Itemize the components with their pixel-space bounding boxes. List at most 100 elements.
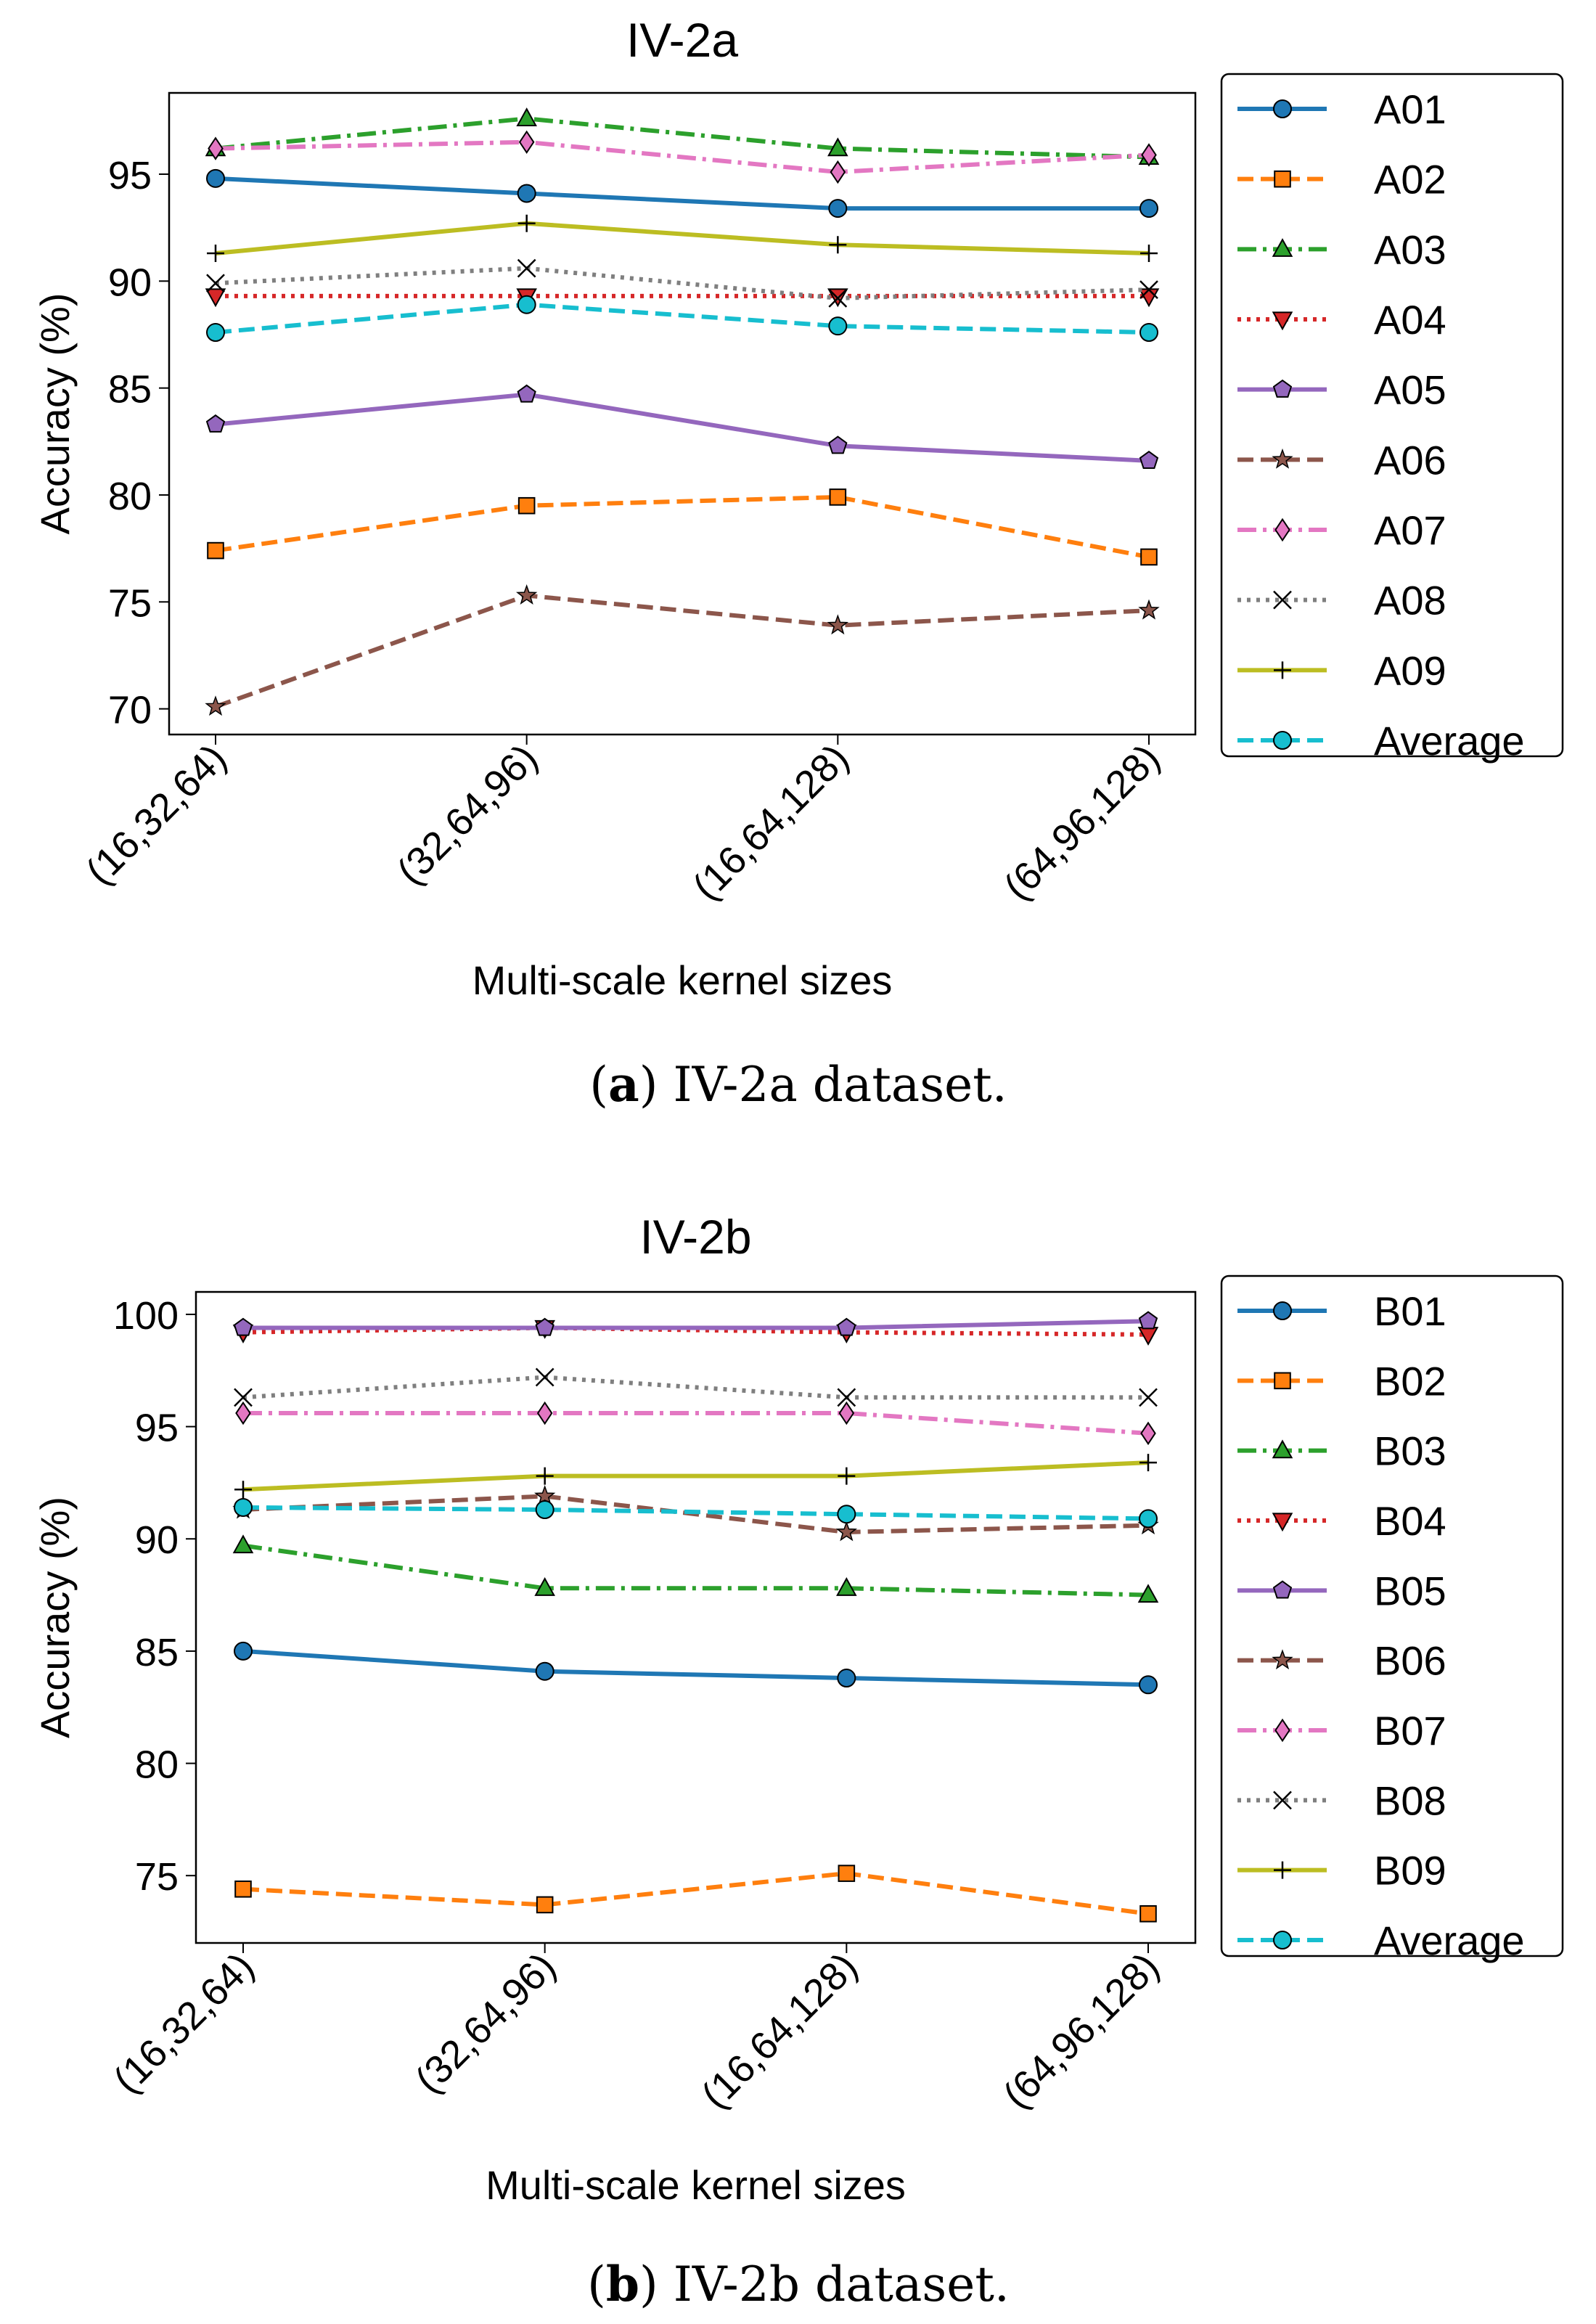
series-b07: [235, 1401, 1156, 1446]
x-tick-label: (16,64,128): [693, 1944, 866, 2117]
series-line: [215, 139, 1150, 175]
legend-marker: [1274, 170, 1291, 188]
series-line: [243, 1319, 1149, 1330]
legend-marker: [1274, 1718, 1290, 1743]
caption-text: IV-2b dataset.: [658, 2257, 1010, 2312]
data-point: [206, 323, 225, 343]
data-point: [1137, 1584, 1159, 1603]
series-average: [234, 1497, 1158, 1529]
legend-marker: [1274, 661, 1291, 679]
data-point: [829, 488, 847, 506]
data-point: [828, 316, 848, 336]
y-tick-label: 100: [113, 1294, 179, 1338]
data-point: [1139, 1388, 1158, 1407]
x-axis-label: Multi-scale kernel sizes: [486, 2162, 906, 2208]
data-point: [837, 1317, 856, 1336]
data-point: [828, 288, 848, 308]
y-tick-label: 70: [108, 689, 152, 732]
data-point: [1140, 1421, 1156, 1446]
y-tick-label: 75: [108, 581, 152, 625]
series-line: [214, 593, 1150, 709]
legend-label: Average: [1374, 718, 1525, 764]
legend-label: A05: [1374, 367, 1446, 413]
data-point: [206, 168, 225, 188]
y-tick-label: 85: [135, 1631, 179, 1674]
caption-label: b: [606, 2256, 639, 2312]
data-point: [206, 274, 225, 293]
y-tick-label: 75: [135, 1855, 179, 1899]
data-point: [830, 160, 846, 184]
legend-label: B02: [1374, 1358, 1446, 1404]
legend-marker: [1272, 1513, 1293, 1532]
series-line: [215, 266, 1150, 300]
legend-label: A03: [1374, 226, 1446, 272]
legend-entry: Average: [1237, 1918, 1525, 1963]
legend-marker: [1272, 1439, 1293, 1459]
y-axis-label: Accuracy (%): [32, 293, 78, 535]
data-point: [518, 130, 535, 154]
data-point: [536, 1401, 553, 1425]
data-point: [233, 1317, 253, 1336]
legend-entry: B08: [1237, 1777, 1446, 1823]
data-point: [516, 584, 538, 605]
series-line: [242, 1871, 1149, 1916]
data-point: [517, 214, 536, 232]
series-b09: [234, 1454, 1157, 1499]
legend-entry: B05: [1237, 1568, 1446, 1613]
series-b02: [234, 1865, 1157, 1923]
data-point: [234, 1641, 253, 1661]
data-point: [205, 288, 226, 308]
data-point: [235, 1401, 251, 1425]
series-a01: [206, 168, 1158, 218]
legend-marker: [1274, 1861, 1291, 1879]
data-point: [837, 1669, 856, 1688]
legend-label: A08: [1374, 578, 1446, 623]
x-tick-label: (16,64,128): [684, 736, 857, 909]
data-point: [234, 1497, 253, 1517]
legend-marker: [1273, 1931, 1292, 1949]
legend-label: A09: [1374, 647, 1446, 693]
data-point: [1139, 450, 1159, 470]
legend: B01 B02 B03 B04 B05 B06 B07 B08 B09 Average: [1220, 1274, 1564, 1963]
series-b03: [232, 1534, 1159, 1603]
data-point: [517, 384, 536, 403]
series-a07: [208, 130, 1157, 184]
legend-marker: [1272, 1649, 1293, 1670]
data-point: [516, 107, 537, 126]
data-point: [1138, 599, 1160, 620]
data-point: [535, 1500, 554, 1520]
series-line: [242, 1543, 1149, 1597]
data-point: [827, 137, 848, 157]
data-point: [535, 1367, 554, 1387]
series-line: [243, 1411, 1149, 1436]
figure-caption: (a) IV-2a dataset.: [589, 1056, 1007, 1113]
data-point: [232, 1534, 254, 1554]
legend-label: B03: [1374, 1428, 1446, 1474]
data-point: [835, 1521, 857, 1542]
chart-title: IV-2b: [639, 1210, 751, 1264]
data-point: [1141, 143, 1157, 167]
legend-label: A07: [1374, 507, 1446, 553]
x-tick-label: (64,96,128): [995, 1944, 1168, 2117]
y-tick-label: 95: [135, 1407, 179, 1450]
legend-marker: [1273, 731, 1292, 750]
data-point: [205, 414, 226, 433]
caption-text: IV-2a dataset.: [658, 1057, 1007, 1113]
y-tick-label: 95: [108, 154, 152, 197]
legend-marker: [1272, 238, 1293, 257]
series-b05: [233, 1311, 1158, 1336]
series-a06: [205, 584, 1160, 716]
data-point: [1139, 1509, 1158, 1529]
data-point: [836, 1577, 857, 1596]
legend-label: A04: [1374, 297, 1446, 343]
legend: A01 A02 A03 A04 A05 A06 A07 A08 A09 Average: [1220, 73, 1564, 764]
data-point: [1140, 245, 1158, 262]
y-tick-label: 90: [135, 1518, 179, 1562]
legend-label: A01: [1374, 86, 1446, 132]
data-point: [1139, 280, 1158, 299]
data-point: [827, 614, 848, 635]
data-point: [536, 1896, 554, 1914]
series-line: [215, 221, 1150, 255]
legend-marker: [1272, 1580, 1293, 1599]
legend-entry: B07: [1237, 1708, 1446, 1754]
